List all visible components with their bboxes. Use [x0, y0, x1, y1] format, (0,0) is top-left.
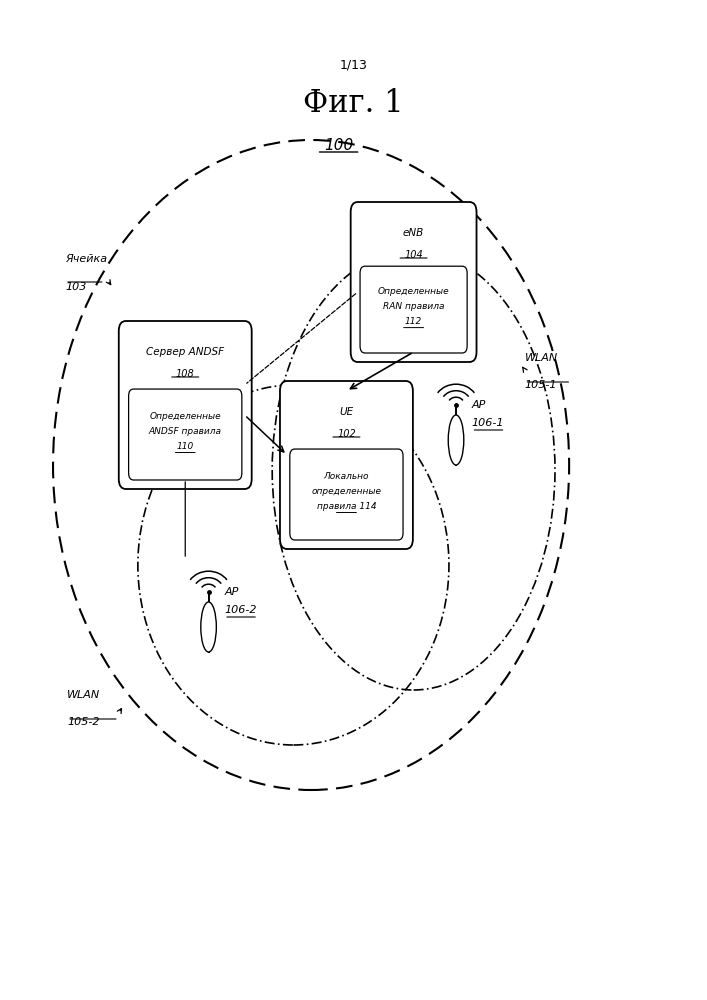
Text: Локально: Локально	[324, 472, 369, 481]
Text: 108: 108	[176, 369, 194, 379]
Text: определенные: определенные	[311, 487, 382, 496]
FancyBboxPatch shape	[280, 381, 413, 549]
Text: 1/13: 1/13	[339, 58, 368, 72]
FancyBboxPatch shape	[360, 266, 467, 353]
Text: 100: 100	[325, 137, 354, 152]
Text: 106-1: 106-1	[472, 418, 504, 428]
Text: 104: 104	[404, 250, 423, 260]
FancyBboxPatch shape	[119, 321, 252, 489]
Text: RAN правила: RAN правила	[383, 302, 444, 311]
FancyBboxPatch shape	[290, 449, 403, 540]
Text: Фиг. 1: Фиг. 1	[303, 88, 404, 118]
FancyBboxPatch shape	[351, 202, 477, 362]
Text: WLAN: WLAN	[67, 690, 100, 700]
Text: AP: AP	[224, 587, 238, 597]
Text: UE: UE	[339, 407, 354, 417]
Text: WLAN: WLAN	[525, 353, 558, 363]
Text: Сервер ANDSF: Сервер ANDSF	[146, 347, 224, 357]
Text: 105-2: 105-2	[67, 717, 100, 727]
Text: Определенные: Определенные	[378, 287, 450, 296]
Ellipse shape	[448, 415, 464, 465]
Text: 105-1: 105-1	[525, 380, 557, 390]
Text: 110: 110	[177, 442, 194, 451]
Text: Ячейка: Ячейка	[65, 254, 107, 264]
Ellipse shape	[201, 602, 216, 652]
Text: 103: 103	[65, 282, 86, 292]
Text: правила 114: правила 114	[317, 502, 376, 511]
Text: ANDSF правила: ANDSF правила	[148, 427, 222, 436]
Text: 106-2: 106-2	[224, 605, 257, 615]
FancyBboxPatch shape	[129, 389, 242, 480]
Text: 102: 102	[337, 429, 356, 439]
Text: 112: 112	[405, 317, 422, 326]
Text: eNB: eNB	[403, 228, 424, 238]
Text: Определенные: Определенные	[149, 412, 221, 421]
Text: AP: AP	[472, 400, 486, 410]
